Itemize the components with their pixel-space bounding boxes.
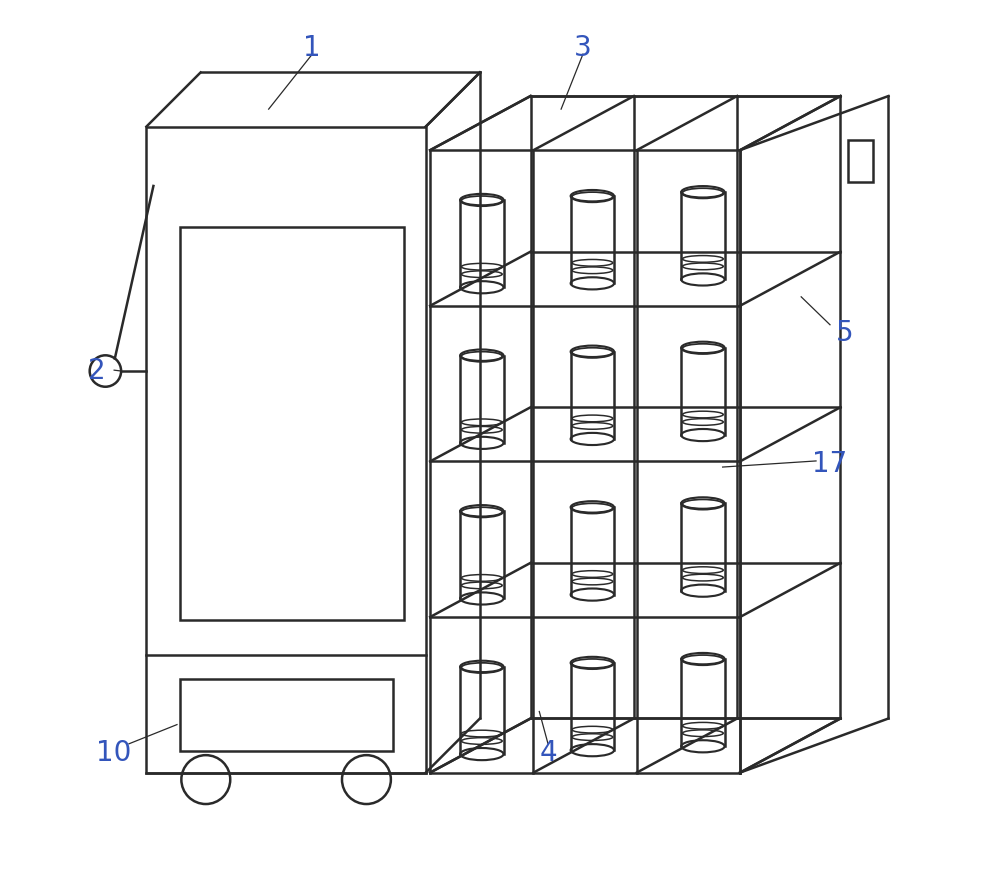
Text: 17: 17 — [812, 450, 848, 478]
Text: 10: 10 — [96, 739, 132, 766]
Text: 3: 3 — [574, 34, 592, 62]
Text: 1: 1 — [303, 34, 321, 62]
Bar — [848, 140, 873, 182]
Bar — [180, 679, 393, 751]
Text: 5: 5 — [836, 320, 854, 347]
Bar — [146, 127, 426, 773]
Bar — [180, 227, 404, 620]
Text: 4: 4 — [539, 739, 557, 766]
Text: 2: 2 — [88, 357, 105, 385]
